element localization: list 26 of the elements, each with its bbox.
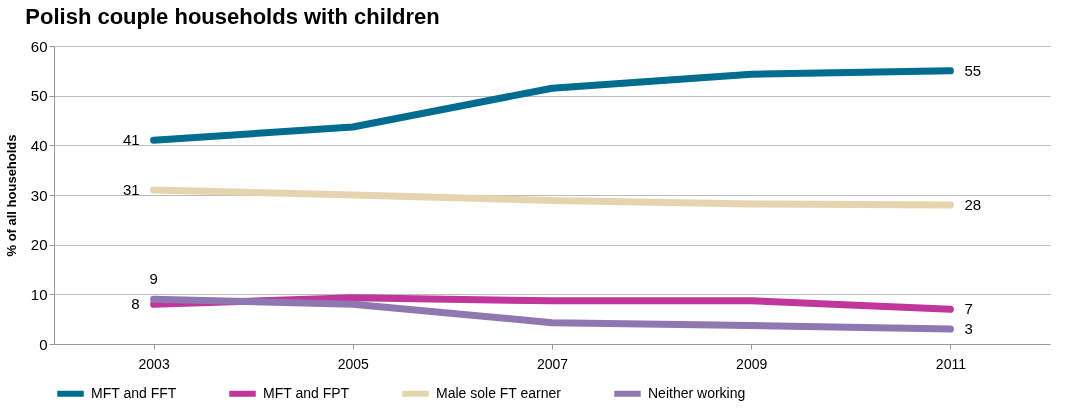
x-tick-label: 2005 (337, 355, 370, 372)
legend-label: MFT and FPT (263, 384, 350, 401)
data-label: 7 (964, 300, 973, 318)
chart-title: Polish couple households with children (25, 4, 440, 29)
data-label: 28 (964, 195, 982, 213)
y-tick-label: 10 (30, 285, 48, 303)
data-label: 8 (131, 295, 140, 313)
legend-label: MFT and FFT (91, 384, 177, 401)
legend-label: Male sole FT earner (436, 384, 562, 401)
x-tick-label: 2003 (138, 355, 170, 372)
y-tick-label: 0 (39, 335, 48, 353)
y-axis-title: % of all households (3, 134, 19, 257)
y-tick-label: 60 (30, 37, 48, 55)
y-tick-label: 20 (30, 236, 48, 254)
data-label: 41 (122, 131, 140, 149)
y-tick-label: 30 (30, 186, 48, 204)
y-tick-label: 50 (30, 87, 48, 105)
legend-label: Neither working (648, 384, 746, 401)
y-tick-label: 40 (30, 136, 48, 154)
data-label: 3 (964, 320, 973, 338)
x-tick-label: 2009 (736, 355, 768, 372)
x-tick-label: 2007 (536, 355, 569, 372)
x-tick-label: 2011 (935, 355, 967, 372)
data-label: 31 (122, 181, 140, 199)
data-label: 55 (964, 61, 982, 79)
data-label: 9 (149, 270, 158, 288)
